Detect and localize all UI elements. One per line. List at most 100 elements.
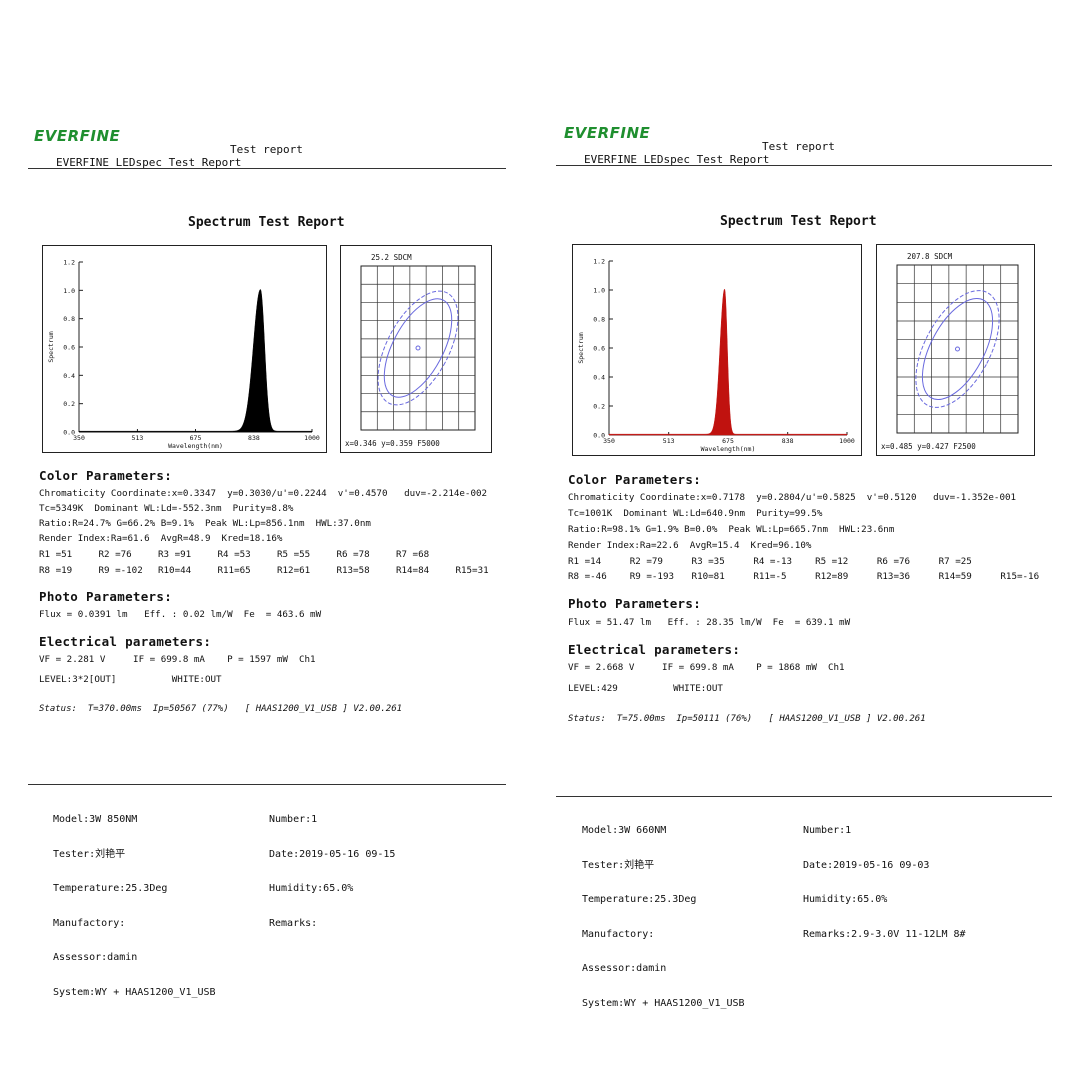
footer-left-block: Model:3W 850NM Tester:刘艳平 Temperature:25… [53, 791, 216, 1021]
y-tick-label: 1.0 [63, 287, 75, 295]
r-value: R8 =-46 [568, 571, 607, 582]
y-tick-label: 0.2 [63, 400, 75, 408]
footer-assessor: Assessor:damin [53, 952, 138, 963]
r-value: R15=-16 [1000, 571, 1040, 582]
r-value: R3 =35 [691, 556, 725, 567]
r-value: R2 =79 [629, 556, 663, 567]
x-tick-label: 350 [73, 434, 85, 442]
r-value: R10=81 [691, 571, 725, 582]
sdcm-inner-ellipse [921, 297, 994, 401]
color-params-heading: Color Parameters: [568, 472, 702, 487]
sdcm-label: 207.8 SDCM [907, 252, 953, 261]
report-right: EVERFINE Test report EVERFINE LEDspec Te… [552, 0, 1057, 1080]
footer-remarks: Remarks: [269, 917, 318, 929]
footer-manufactory: Manufactory: [53, 917, 126, 929]
header-subtitle: EVERFINE LEDspec Test Report [56, 156, 242, 169]
x-axis-label: Wavelength(nm) [168, 442, 223, 450]
r-value: R7 =68 [395, 549, 430, 560]
y-axis-label: Spectrum [47, 331, 55, 362]
y-axis-label: Spectrum [577, 332, 585, 363]
sdcm-outer-ellipse [915, 290, 1000, 408]
footer-right-block: Number:1 Date:2019-05-16 09-15 Humidity:… [269, 791, 395, 952]
sdcm-outer-ellipse [377, 290, 459, 406]
r-value: R9 =-102 [98, 565, 143, 576]
x-tick-label: 675 [722, 437, 734, 445]
sdcm-chart-box: 25.2 SDCM x=0.346 y=0.359 F5000 [340, 245, 492, 453]
sdcm-chart-box: 207.8 SDCM x=0.485 y=0.427 F2500 [876, 244, 1035, 456]
electrical-line-1: VF = 2.281 V IF = 699.8 mA P = 1597 mW C… [39, 654, 316, 665]
r-value: R4 =53 [217, 549, 251, 560]
r-value: R6 =78 [336, 549, 370, 560]
r-value: R10=44 [157, 565, 192, 576]
spectrum-chart: 0.0 0.2 0.4 0.6 0.8 1.0 1.2 350 513 675 838 1000 Wav… [577, 258, 855, 454]
everfine-logo: EVERFINE [564, 124, 651, 142]
sdcm-grid-frame [360, 265, 476, 431]
y-tick-label: 0.6 [593, 345, 605, 353]
footer-tester: Tester:刘艳平 [582, 859, 655, 871]
header-title: Test report [762, 140, 835, 153]
electrical-params-heading: Electrical parameters: [568, 642, 741, 657]
color-params-heading: Color Parameters: [39, 468, 173, 483]
r-value: R5 =55 [276, 549, 311, 560]
render-index-line: Render Index:Ra=22.6 AvgR=15.4 Kred=96.1… [568, 540, 812, 551]
sdcm-grid-frame [896, 264, 1019, 434]
r-value: R13=36 [876, 571, 911, 582]
y-tick-label: 1.2 [63, 259, 75, 267]
header-subtitle: EVERFINE LEDspec Test Report [584, 153, 770, 166]
y-tick-label: 0.4 [63, 372, 75, 380]
footer-tester: Tester:刘艳平 [53, 848, 126, 860]
y-tick-label: 0.8 [63, 315, 75, 323]
electrical-line-1: VF = 2.668 V IF = 699.8 mA P = 1868 mW C… [568, 662, 845, 673]
y-tick-label: 0.8 [593, 316, 605, 324]
report-title: Spectrum Test Report [720, 214, 877, 229]
header-divider [556, 165, 1052, 166]
footer-right-block: Number:1 Date:2019-05-16 09-03 Humidity:… [803, 802, 966, 963]
x-tick-label: 1000 [839, 437, 855, 445]
footer-divider [556, 796, 1052, 797]
spectrum-chart: 0.0 0.2 0.4 0.6 0.8 1.0 1.2 350 513 675 838 1000 Wav… [47, 259, 320, 451]
ratio-line: Ratio:R=98.1% G=1.9% B=0.0% Peak WL:Lp=6… [568, 524, 895, 535]
spectrum-curve [608, 288, 848, 436]
y-tick-label: 0.6 [63, 344, 75, 352]
report-title: Spectrum Test Report [188, 215, 345, 230]
sdcm-label: 25.2 SDCM [371, 253, 412, 262]
footer-humidity: Humidity:65.0% [269, 883, 354, 894]
chromaticity-line: Chromaticity Coordinate:x=0.3347 y=0.303… [39, 488, 488, 499]
footer-left-block: Model:3W 660NM Tester:刘艳平 Temperature:25… [582, 802, 745, 1032]
footer-assessor: Assessor:damin [582, 963, 667, 974]
photo-line: Flux = 0.0391 lm Eff. : 0.02 lm/W Fe = 4… [39, 609, 322, 620]
y-tick-label: 0.4 [593, 374, 605, 382]
sdcm-coords-label: x=0.346 y=0.359 F5000 [345, 439, 440, 448]
r-value: R9 =-193 [629, 571, 675, 582]
sdcm-coords-label: x=0.485 y=0.427 F2500 [881, 442, 976, 451]
footer-date: Date:2019-05-16 09-03 [803, 859, 930, 871]
sdcm-inner-ellipse [383, 298, 453, 398]
spectrum-curve [78, 289, 313, 433]
footer-number: Number:1 [803, 825, 852, 836]
header-divider [28, 168, 506, 169]
chromaticity-line: Chromaticity Coordinate:x=0.7178 y=0.280… [568, 492, 1017, 503]
footer-manufactory: Manufactory: [582, 928, 655, 940]
x-tick-label: 513 [132, 434, 144, 442]
render-index-line: Render Index:Ra=61.6 AvgR=48.9 Kred=18.1… [39, 533, 283, 544]
r-value: R1 =14 [568, 556, 602, 567]
r-value: R4 =-13 [753, 556, 793, 567]
r-value: R6 =76 [876, 556, 911, 567]
header-title: Test report [230, 143, 303, 156]
photo-line: Flux = 51.47 lm Eff. : 28.35 lm/W Fe = 6… [568, 617, 851, 628]
x-tick-label: 675 [190, 434, 202, 442]
r-value: R2 =76 [98, 549, 132, 560]
tc-line: Tc=1001K Dominant WL:Ld=640.9nm Purity=9… [568, 508, 823, 519]
footer-temperature: Temperature:25.3Deg [53, 883, 168, 894]
y-tick-label: 1.0 [593, 287, 605, 295]
status-line: Status: T=75.00ms Ip=50111 (76%) [ HAAS1… [568, 714, 926, 724]
r-value: R5 =12 [815, 556, 849, 567]
footer-system: System:WY + HAAS1200_V1_USB [53, 986, 216, 998]
r-value: R7 =25 [938, 556, 972, 567]
x-tick-label: 838 [782, 437, 794, 445]
footer-divider [28, 784, 506, 785]
y-tick-label: 1.2 [593, 258, 605, 266]
ratio-line: Ratio:R=24.7% G=66.2% B=9.1% Peak WL:Lp=… [39, 518, 371, 529]
footer-date: Date:2019-05-16 09-15 [269, 848, 396, 860]
footer-model: Model:3W 660NM [582, 825, 667, 836]
